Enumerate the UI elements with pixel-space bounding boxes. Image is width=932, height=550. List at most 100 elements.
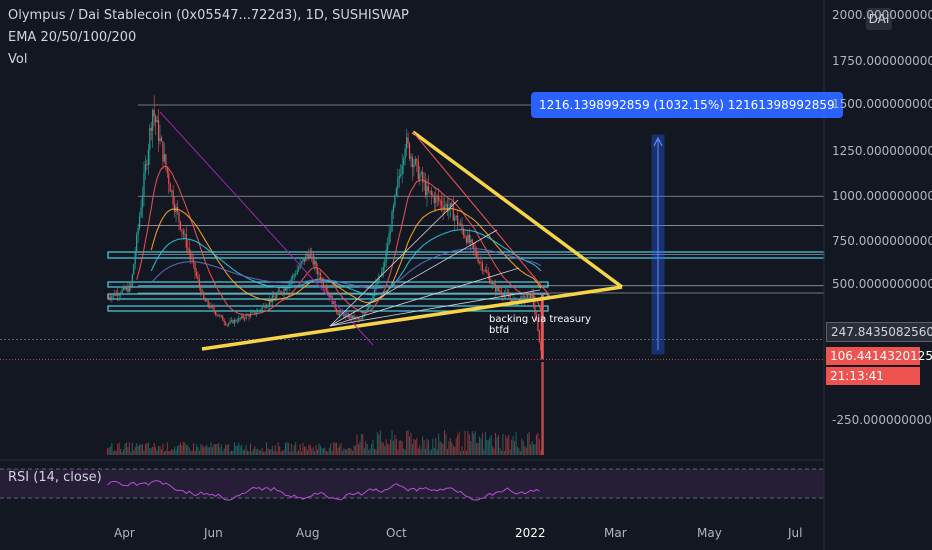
candle-body <box>174 204 176 213</box>
candle-body <box>411 156 414 168</box>
volume-bar <box>461 446 463 455</box>
volume-bar <box>363 448 365 455</box>
volume-indicator-label[interactable]: Vol <box>8 52 28 67</box>
rsi-label[interactable]: RSI (14, close) <box>8 470 102 485</box>
ema-lines <box>136 165 542 316</box>
volume-bar <box>512 435 514 455</box>
candle-body <box>372 295 374 299</box>
candle-body <box>264 305 266 308</box>
candle-body <box>157 120 160 142</box>
volume-bar <box>229 451 231 455</box>
fan-line <box>329 199 459 327</box>
countdown-box: 21:13:41 <box>826 367 920 385</box>
volume-bar <box>362 434 364 455</box>
candle-body <box>150 127 152 131</box>
candle-body <box>209 305 211 308</box>
volume-bar <box>449 438 451 455</box>
candle-body <box>343 313 345 317</box>
candle-body <box>191 258 193 260</box>
candle-body <box>449 203 451 209</box>
volume-bar <box>528 431 530 455</box>
ema-indicator-label[interactable]: EMA 20/50/100/200 <box>8 30 137 45</box>
candle-body <box>232 320 234 324</box>
support-zone <box>107 305 549 312</box>
candle-body <box>109 297 112 299</box>
volume-bar <box>359 442 361 455</box>
candle-body <box>140 207 142 217</box>
candle-body <box>115 292 117 296</box>
ema-50-line <box>150 207 542 304</box>
volume-bar <box>328 447 330 455</box>
measure-arrow-head <box>653 136 663 147</box>
candle-body <box>497 287 500 291</box>
volume-bar <box>350 448 352 455</box>
candle-body <box>283 288 285 294</box>
candle-body <box>419 174 421 180</box>
volume-bar <box>343 448 345 455</box>
volume-bar <box>156 450 158 455</box>
annotation-btfd: btfd <box>489 325 510 336</box>
candle-body <box>484 270 486 271</box>
candle-body <box>340 311 342 314</box>
volume-bar <box>121 451 123 455</box>
volume-bar <box>490 435 492 455</box>
candle-body <box>181 229 183 232</box>
candle-body <box>535 314 538 321</box>
volume-bar <box>429 450 431 455</box>
volume-bar <box>392 440 394 455</box>
volume-bar-spike <box>541 362 544 455</box>
candle-body <box>213 307 215 312</box>
volume-bar <box>223 448 225 455</box>
volume-bar <box>315 444 317 455</box>
volume-bar <box>337 447 339 455</box>
volume-bar <box>349 447 351 455</box>
candle-body <box>200 286 202 294</box>
candle-body <box>136 234 138 253</box>
price-label-1250: 1250.0000000000 <box>832 144 932 158</box>
candle-body <box>490 283 492 285</box>
candle-body <box>436 195 438 198</box>
volume-bar <box>130 451 132 455</box>
currency-badge[interactable]: DAI <box>866 8 892 30</box>
volume-bar <box>397 449 399 455</box>
candle-body <box>270 300 272 303</box>
candle-body <box>216 314 218 316</box>
volume-bar <box>179 442 181 455</box>
candle-body <box>293 274 295 276</box>
volume-bar <box>289 451 291 455</box>
volume-bar <box>432 438 434 455</box>
candle-body <box>321 280 323 284</box>
candle-body <box>362 315 364 320</box>
time-label-aug: Aug <box>296 526 320 540</box>
volume-bar <box>166 442 168 455</box>
candle-body <box>322 283 325 287</box>
candle-body <box>462 228 465 236</box>
volume-bar <box>140 444 142 455</box>
candle-body <box>143 172 145 196</box>
volume-bar <box>117 443 119 455</box>
candle-body <box>426 186 428 196</box>
candle-body <box>257 310 259 313</box>
candle-body <box>464 235 466 238</box>
candle-body <box>452 205 454 221</box>
volume-bar <box>333 442 335 455</box>
volume-bar <box>279 446 281 455</box>
candle-body <box>152 109 154 131</box>
volume-bar <box>500 450 502 455</box>
volume-bar <box>142 444 144 455</box>
volume-bar <box>398 440 400 455</box>
volume-bar <box>365 441 367 455</box>
volume-bar <box>231 450 233 455</box>
volume-bar <box>353 445 355 455</box>
symbol-title[interactable]: Olympus / Dai Stablecoin (0x05547...722d… <box>8 8 409 23</box>
candle-body <box>486 270 488 273</box>
candle-body <box>141 195 144 208</box>
candle-body <box>230 320 233 322</box>
volume-bar <box>369 448 371 455</box>
volume-bar <box>203 447 205 455</box>
candle-body <box>359 318 361 320</box>
volume-bar <box>270 449 272 455</box>
volume-bar <box>471 430 473 455</box>
volume-bar <box>467 430 469 455</box>
